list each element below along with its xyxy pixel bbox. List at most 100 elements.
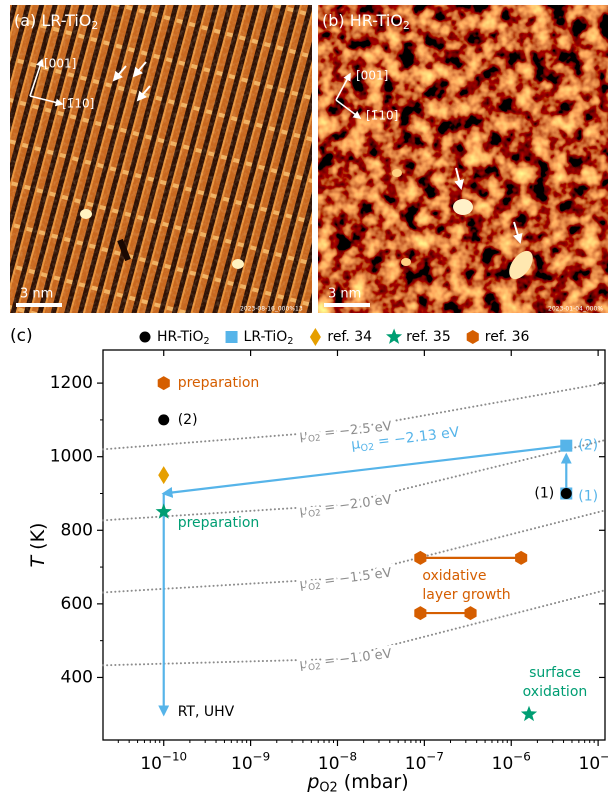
legend-label: ref. 36 <box>485 329 530 345</box>
y-tick-label: 1000 <box>50 447 93 467</box>
isoline <box>102 382 606 451</box>
text-part: −5 <box>600 749 608 763</box>
point <box>560 487 572 499</box>
text-part: T <box>27 554 49 567</box>
text-part: = −1.5 eV <box>319 565 392 589</box>
scale-bar <box>324 303 370 307</box>
text-part: 10 <box>405 754 427 774</box>
isoline-label: μO2 = −1.5 eV <box>299 565 393 594</box>
stm-image-a: (a) LR-TiO2 [001] [1̄10] 3 nm 2023-08-16… <box>10 5 312 313</box>
legend-marker <box>139 331 151 343</box>
isoline <box>102 439 606 522</box>
stm-image-b: (b) HR-TiO2 [001] [1̄10] 3 nm 2023-01-04… <box>318 5 608 313</box>
legend-label: LR-TiO2 <box>244 329 294 347</box>
text-part: = −2.0 eV <box>319 492 392 516</box>
point <box>414 550 427 565</box>
x-tick-label: 10−7 <box>405 749 444 774</box>
text-part: O2 <box>308 433 322 444</box>
point <box>520 705 538 722</box>
y-tick-label: 400 <box>61 667 93 687</box>
text-part: p <box>306 771 319 793</box>
text-part: 10 <box>579 754 601 774</box>
text-part: 10 <box>140 754 162 774</box>
text-part: (K) <box>27 523 49 556</box>
scale-label: 3 nm <box>328 287 361 302</box>
y-axis-label: T (K) <box>27 523 49 568</box>
point <box>464 606 477 621</box>
text-part: (b) HR-TiO <box>322 11 403 30</box>
legend-marker <box>466 330 479 344</box>
x-tick-label: 10−6 <box>492 749 531 774</box>
point-label: (1) <box>534 485 554 501</box>
text-part: O2 <box>319 780 337 795</box>
text-part: −9 <box>253 749 271 763</box>
x-axis-label: pO2 (mbar) <box>306 771 408 795</box>
series-line <box>420 556 522 615</box>
direction-label: [1̄10] <box>62 97 94 111</box>
point <box>515 550 528 565</box>
point <box>155 503 172 519</box>
panel-title: (a) LR-TiO2 <box>14 11 98 32</box>
plot-frame <box>102 349 606 741</box>
y-tick-label: 800 <box>61 520 93 540</box>
point-label: oxidative <box>422 568 486 584</box>
legend-marker <box>225 331 238 343</box>
legend-marker <box>309 328 321 346</box>
isoline <box>102 509 606 594</box>
point <box>158 466 170 485</box>
y-tick-label: 1200 <box>50 373 93 393</box>
point-label: layer growth <box>422 587 510 603</box>
point <box>414 606 427 621</box>
legend-label: HR-TiO2 <box>157 329 210 347</box>
direction-label: [1̄10] <box>366 109 398 123</box>
arrow-label: RT, UHV <box>178 704 235 720</box>
point-label: preparation <box>178 515 260 531</box>
text-part: O2 <box>308 581 322 593</box>
text-part: −8 <box>340 749 358 763</box>
text-part: O2 <box>308 661 322 672</box>
point <box>157 376 170 391</box>
text-part: O2 <box>308 508 322 520</box>
y-tick-label: 600 <box>61 594 93 614</box>
legend-marker <box>386 328 403 344</box>
point-label: (2) <box>178 412 198 428</box>
legend-label: ref. 34 <box>327 329 372 345</box>
isoline <box>102 589 606 667</box>
legend-label: ref. 35 <box>406 329 451 345</box>
point-label: (1) <box>578 488 598 504</box>
text-part: LR-TiO <box>244 329 288 345</box>
text-part: 10 <box>318 754 340 774</box>
text-part: −6 <box>513 749 531 763</box>
text-part: 10 <box>231 754 253 774</box>
point <box>158 414 170 426</box>
direction-label: [001] <box>44 57 76 71</box>
text-part: 10 <box>492 754 514 774</box>
x-tick-label: 10−10 <box>140 749 187 774</box>
text-part: 2 <box>403 19 410 32</box>
panel-label: (c) <box>10 326 33 346</box>
x-tick-label: 10−8 <box>318 749 357 774</box>
text-part: μ <box>350 436 361 453</box>
point-label: surface <box>529 665 581 681</box>
text-part: (a) LR-TiO <box>14 11 91 30</box>
scale-label: 3 nm <box>20 287 53 302</box>
arrow <box>161 444 567 498</box>
text-part: 2 <box>91 19 98 32</box>
text-part: HR-TiO <box>157 329 203 345</box>
scale-bar <box>16 303 62 307</box>
timestamp: 2023-08-16_000%13 <box>240 306 303 313</box>
direction-label: [001] <box>356 69 388 83</box>
text-part: −7 <box>426 749 444 763</box>
panel-title: (b) HR-TiO2 <box>322 11 410 32</box>
text-part: 2 <box>203 336 209 347</box>
timestamp: 2023-01-04_000% <box>548 306 603 313</box>
text-part: = −1.0 eV <box>319 646 392 669</box>
point-label: (2) <box>578 438 598 454</box>
text-part: −10 <box>162 749 187 763</box>
text-part: (mbar) <box>338 771 409 793</box>
x-tick-label: 10−9 <box>231 749 270 774</box>
x-tick-label: 10−5 <box>579 749 608 774</box>
point-label: oxidation <box>523 684 588 700</box>
